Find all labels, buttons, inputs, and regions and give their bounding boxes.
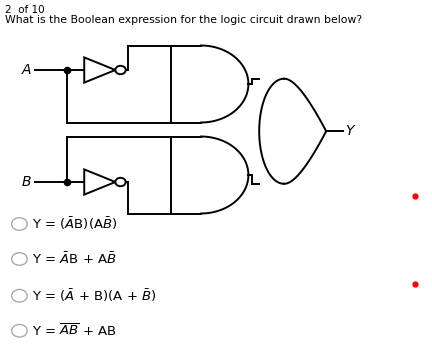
Text: 2  of 10: 2 of 10 bbox=[5, 5, 45, 15]
Text: Y = $(\bar{A}$ + B)(A + $\bar{B}$): Y = $(\bar{A}$ + B)(A + $\bar{B}$) bbox=[32, 287, 157, 304]
Text: Y = $\overline{AB}$ + AB: Y = $\overline{AB}$ + AB bbox=[32, 323, 117, 339]
Text: Y: Y bbox=[346, 124, 354, 138]
Text: B: B bbox=[22, 175, 31, 189]
Text: Y = $(\bar{A}$B)(A$\bar{B}$): Y = $(\bar{A}$B)(A$\bar{B}$) bbox=[32, 216, 118, 232]
Text: Y = $\bar{A}$B + A$\bar{B}$: Y = $\bar{A}$B + A$\bar{B}$ bbox=[32, 251, 117, 267]
Text: A: A bbox=[22, 63, 31, 77]
Text: What is the Boolean expression for the logic circuit drawn below?: What is the Boolean expression for the l… bbox=[5, 15, 362, 25]
